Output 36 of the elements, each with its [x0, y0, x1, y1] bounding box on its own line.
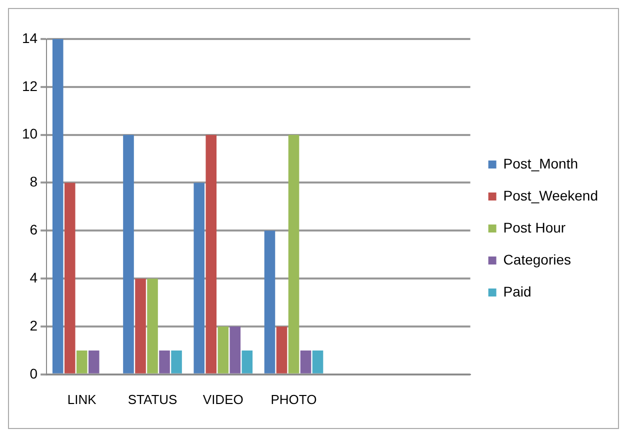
x-tick-label: STATUS: [128, 392, 178, 407]
bar: [264, 230, 276, 374]
bar: [88, 350, 100, 374]
bar: [242, 350, 253, 374]
x-tick-label: PHOTO: [270, 392, 317, 407]
legend-label: Post_Weekend: [503, 187, 598, 204]
y-tick-label: 12: [22, 78, 38, 94]
x-tick-label: LINK: [67, 392, 97, 407]
y-tick-label: 14: [22, 30, 38, 46]
bar: [147, 278, 158, 374]
y-tick-label: 2: [30, 317, 38, 334]
bar: [194, 182, 205, 374]
bar: [171, 350, 182, 374]
y-tick-label: 10: [22, 126, 38, 142]
y-tick-label: 0: [30, 365, 38, 382]
bar: [230, 326, 241, 374]
y-tick-label: 4: [30, 269, 38, 286]
bar: [312, 350, 324, 374]
bar: [123, 134, 134, 374]
bar: [218, 326, 229, 374]
legend-label: Categories: [503, 251, 572, 268]
legend-label: Paid: [503, 283, 532, 300]
y-tick-label: 6: [30, 222, 38, 238]
bar: [276, 326, 288, 374]
bar: [64, 182, 76, 374]
legend-label: Post_Month: [503, 155, 578, 172]
legend-label: Post Hour: [503, 219, 566, 236]
bar: [159, 350, 170, 374]
bar: [288, 134, 300, 374]
bar: [76, 350, 88, 374]
x-tick-label: VIDEO: [202, 392, 244, 407]
bar: [135, 278, 146, 374]
bar: [300, 350, 312, 374]
y-tick-label: 8: [30, 174, 38, 190]
bar: [52, 39, 64, 374]
bar: [206, 134, 217, 374]
